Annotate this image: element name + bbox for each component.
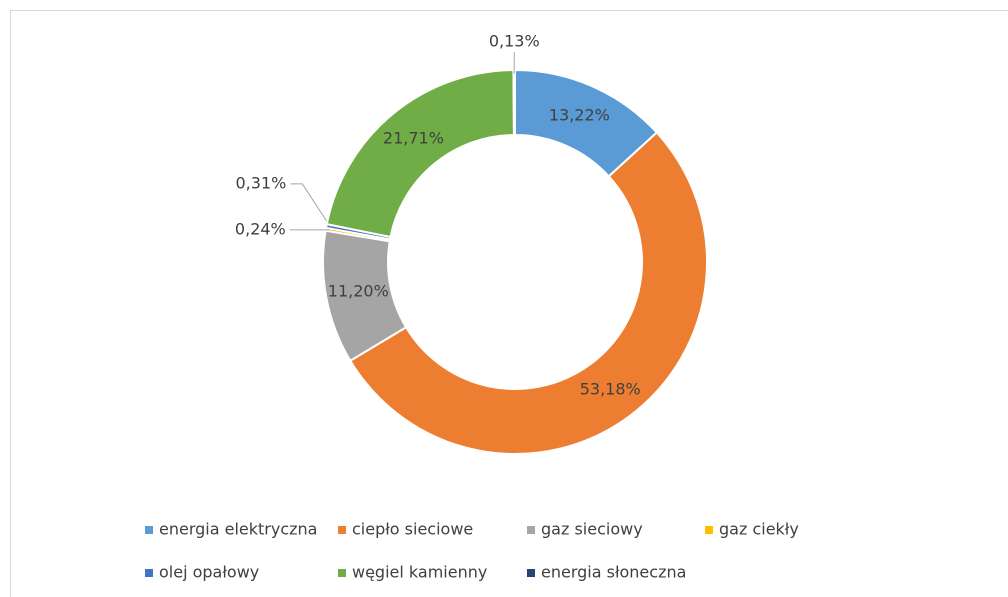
data-label: 53,18%	[580, 379, 641, 398]
legend-swatch	[145, 569, 153, 577]
legend-swatch	[145, 526, 153, 534]
legend-label: energia słoneczna	[541, 563, 686, 582]
legend-label: gaz ciekły	[719, 520, 799, 539]
legend-swatch	[527, 569, 535, 577]
legend-label: gaz sieciowy	[541, 520, 643, 539]
legend-label: olej opałowy	[159, 563, 259, 582]
donut-slice	[348, 131, 708, 455]
data-label: 0,31%	[236, 173, 287, 192]
data-label: 11,20%	[328, 281, 389, 300]
legend-swatch	[338, 526, 346, 534]
data-label: 0,24%	[235, 219, 286, 238]
donut-slice	[512, 68, 516, 137]
legend-label: ciepło sieciowe	[352, 520, 473, 539]
data-label: 0,13%	[489, 32, 540, 51]
leader-line	[290, 183, 331, 228]
legend-label: węgiel kamienny	[352, 563, 487, 582]
data-label: 21,71%	[383, 129, 444, 148]
legend-swatch	[527, 526, 535, 534]
data-label: 13,22%	[549, 106, 610, 125]
legend-swatch	[705, 526, 713, 534]
legend-label: energia elektryczna	[159, 520, 317, 539]
legend-swatch	[338, 569, 346, 577]
